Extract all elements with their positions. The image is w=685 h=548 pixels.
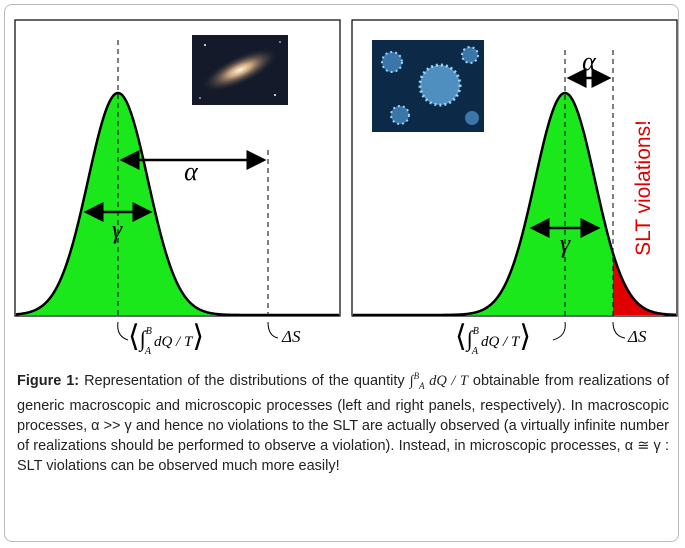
alpha-label: α [582,47,597,76]
caption-text: Representation of the distributions of t… [84,373,405,389]
page: {"left_panel": {"alpha": "α", "gamma": "… [0,0,685,548]
integrand: dQ / T [481,334,521,350]
bracket: ⟨ [128,320,140,353]
caption-integral: ∫BA dQ / T [410,373,468,389]
integrand: dQ / T [154,334,194,350]
lower-limit: A [419,381,425,391]
bracket: ⟩ [192,320,204,353]
virus-image [372,40,484,132]
upper-limit: B [146,326,152,337]
violations-label: SLT violations! [632,120,655,256]
alpha-label: α [184,157,199,186]
lower-limit: A [471,346,479,357]
bracket: ⟩ [519,320,531,353]
upper-limit: B [473,326,479,337]
galaxy-image [192,35,288,105]
lower-limit: A [144,346,152,357]
integrand: dQ / T [429,373,468,389]
caption: Figure 1: Representation of the distribu… [17,366,669,476]
caption-label: Figure 1: [17,373,79,389]
bracket: ⟨ [455,320,467,353]
gamma-label: γ [112,215,123,244]
upper-limit: B [414,371,420,381]
entropy-label: ΔS [627,327,647,346]
entropy-label: ΔS [281,327,301,346]
gamma-label: γ [560,229,571,258]
